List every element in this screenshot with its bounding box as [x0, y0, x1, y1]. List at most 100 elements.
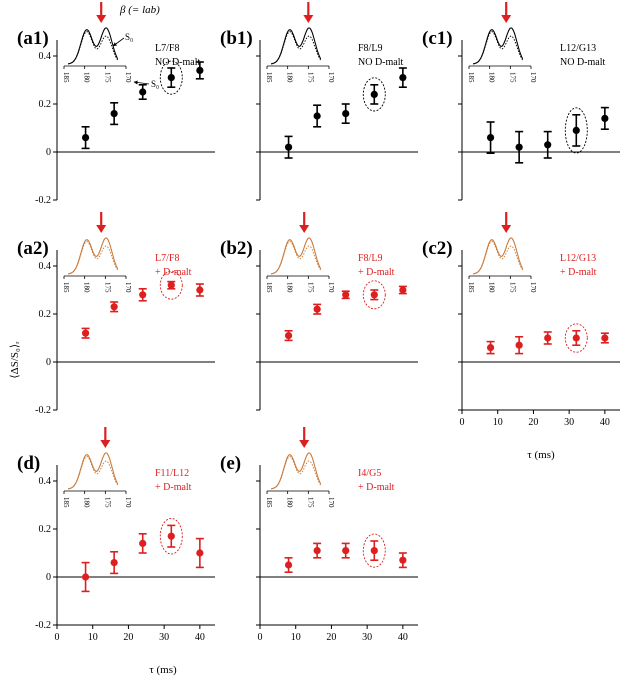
spectrum-tick-label: 170 [327, 497, 335, 508]
spectrum-tick-label: 185 [265, 497, 273, 508]
data-point [284, 143, 293, 151]
data-point [370, 291, 378, 299]
y-tick-label: -0.2 [35, 195, 51, 206]
spectrum-tick-label: 170 [529, 282, 537, 293]
data-point [110, 303, 118, 311]
data-point [139, 539, 147, 548]
panel-e: 0 10 20 30 40 (e) I4/G5 + D-malt 185 180 175 170 [220, 427, 418, 643]
x-tick-label: 30 [564, 417, 574, 428]
spectrum-s0-line [473, 27, 524, 65]
panel-site-label: F8/L9 [358, 43, 382, 54]
panel-c1: (c1) L12/G13 NO D-malt 185 180 175 170 [422, 2, 620, 201]
x-tick-label: 40 [195, 632, 205, 643]
spectrum-tick-label: 175 [306, 497, 314, 508]
data-point [486, 344, 495, 352]
spectrum-tick-label: 175 [103, 282, 111, 293]
panel-condition-label: + D-malt [358, 482, 395, 493]
data-point [81, 134, 90, 142]
spectrum-s0-line [473, 237, 524, 275]
panel-a1: -0.2 0 0.2 0.4 (a1) L7/F8 NO D-malt 185 180 175 17… [17, 2, 215, 206]
panel-site-label: L7/F8 [155, 253, 179, 264]
x-tick-label: 10 [88, 632, 98, 643]
spectrum-s-line [271, 241, 322, 275]
panel-a2: -0.2 0 0.2 0.4 (a2) L7/F8 + D-malt 185 180 175 170 [17, 212, 215, 416]
data-point [139, 291, 147, 299]
spectrum-s-line [68, 241, 119, 275]
y-tick-label: 0.2 [39, 99, 52, 110]
data-point [313, 305, 321, 313]
y-tick-label: 0.2 [39, 524, 52, 535]
spectrum-tick-label: 170 [327, 72, 335, 83]
data-point [515, 341, 523, 349]
spectrum-s-line [473, 241, 524, 275]
spectrum-s0-line [68, 237, 119, 275]
panel-condition-label: + D-malt [560, 267, 597, 278]
spectrum-tick-label: 180 [83, 282, 91, 293]
data-point [601, 334, 609, 342]
spectrum-tick-label: 180 [286, 72, 294, 83]
spectrum-tick-label: 185 [467, 282, 475, 293]
spectrum-tick-label: 175 [306, 72, 314, 83]
x-tick-label: 10 [493, 417, 503, 428]
spectrum-s0-line [271, 237, 322, 275]
data-point [167, 532, 175, 540]
data-point [81, 329, 90, 337]
y-tick-label: 0 [46, 357, 51, 368]
panel-label: (c1) [422, 28, 453, 49]
x-tick-label: 30 [362, 632, 372, 643]
spectrum-s-line [68, 31, 119, 65]
data-point [544, 141, 552, 149]
panel-site-label: L12/G13 [560, 43, 596, 54]
data-point [399, 74, 407, 82]
spectrum-s-line [473, 31, 524, 65]
highlight-circle [564, 323, 588, 353]
spectrum-tick-label: 175 [103, 497, 111, 508]
peak-arrow-head [96, 15, 107, 23]
beta-annotation: β (= lab) [119, 4, 160, 16]
spectrum-tick-label: 175 [306, 282, 314, 293]
spectrum-tick-label: 180 [83, 72, 91, 83]
spectrum-s0-line [271, 27, 322, 65]
highlight-circle [362, 280, 386, 310]
x-axis-label-bottom-right: τ (ms) [527, 449, 555, 461]
data-point [572, 334, 580, 342]
data-point [515, 143, 523, 151]
spectrum-tick-label: 170 [124, 282, 132, 293]
data-point [544, 334, 552, 342]
panel-condition-label: + D-malt [358, 267, 395, 278]
highlight-circle [159, 517, 183, 555]
spectrum-tick-label: 185 [265, 282, 273, 293]
peak-arrow-head [96, 225, 107, 233]
panel-label: (e) [220, 453, 241, 474]
spectrum-tick-label: 170 [124, 72, 132, 83]
highlight-circle [159, 270, 183, 300]
data-point [167, 281, 175, 289]
highlight-circle [159, 60, 183, 95]
data-point [110, 110, 118, 118]
spectrum-tick-label: 185 [467, 72, 475, 83]
data-point [139, 88, 147, 96]
panel-condition-label: + D-malt [155, 267, 192, 278]
panel-b2: (b2) F8/L9 + D-malt 185 180 175 170 [220, 212, 418, 411]
peak-arrow-head [299, 440, 310, 448]
peak-arrow-head [303, 15, 314, 23]
panel-label: (b1) [220, 28, 253, 49]
s0-annotation: S₀ [151, 79, 159, 89]
spectrum-tick-label: 180 [83, 497, 91, 508]
panel-condition-label: NO D-malt [358, 57, 403, 68]
spectrum-tick-label: 180 [286, 282, 294, 293]
highlight-circle [362, 533, 386, 568]
data-point [196, 286, 204, 294]
x-tick-label: 0 [55, 632, 60, 643]
panel-b1: (b1) F8/L9 NO D-malt 185 180 175 170 [220, 2, 418, 201]
y-tick-label: 0.4 [39, 476, 52, 487]
panel-condition-label: NO D-malt [560, 57, 605, 68]
x-tick-label: 40 [398, 632, 408, 643]
spectrum-s-line [271, 31, 322, 65]
y-tick-label: 0.4 [39, 261, 52, 272]
panel-d: -0.2 0 0.2 0.4 0 10 20 30 40 (d) F11/L12 + D-malt 18… [17, 427, 215, 643]
data-point [284, 332, 293, 340]
panel-condition-label: + D-malt [155, 482, 192, 493]
spectrum-s0-line [271, 452, 322, 490]
data-point [342, 291, 350, 299]
